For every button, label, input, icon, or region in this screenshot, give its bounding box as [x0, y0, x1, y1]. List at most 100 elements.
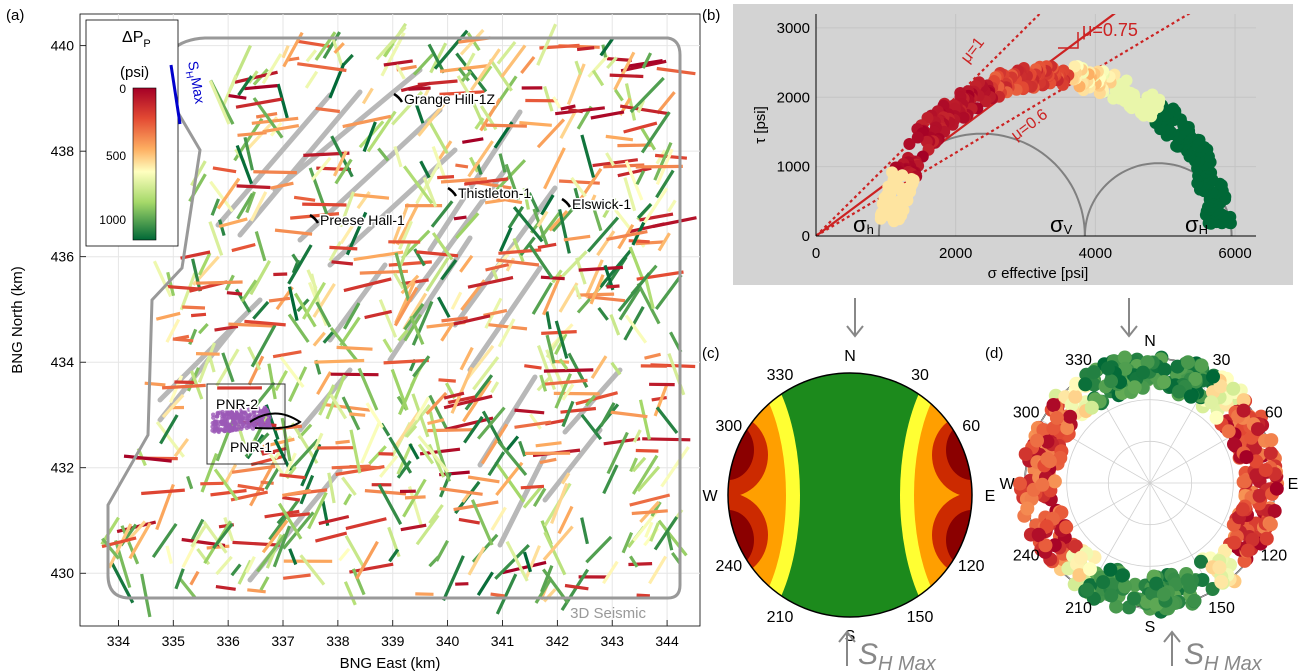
fault-segment — [631, 509, 668, 516]
azimuth-label: 300 — [1013, 405, 1040, 422]
fault-segment — [237, 559, 253, 585]
fault-segment — [540, 194, 555, 216]
fault-segment — [459, 28, 485, 56]
fault-segment — [273, 438, 292, 472]
seismic-event — [264, 407, 269, 413]
fault-segment — [642, 187, 669, 226]
fault-segment — [338, 547, 351, 562]
fault-segment — [331, 260, 354, 266]
fault-segment — [456, 75, 471, 97]
panel-label-d: (d) — [985, 345, 1003, 362]
mohr-axes: 0 2000 4000 6000 0 1000 2000 3000 — [777, 14, 1256, 262]
seismic-event — [212, 426, 217, 431]
azimuth-label: 240 — [1013, 548, 1040, 565]
fault-segment — [628, 239, 650, 244]
fault-segment — [272, 350, 302, 359]
fault-segment — [247, 355, 265, 386]
fault-segment — [165, 545, 173, 564]
fault-segment — [525, 545, 541, 579]
fault-segment — [180, 250, 211, 260]
fault-segment — [208, 221, 224, 256]
fault-segment — [228, 322, 273, 328]
mohr-point — [1068, 60, 1081, 73]
fault-segment — [189, 570, 200, 586]
fault-segment — [606, 56, 618, 70]
seismic-event — [261, 409, 266, 414]
fault-segment — [232, 540, 280, 547]
fault-segment — [404, 495, 426, 500]
stereonet-d-point — [1103, 562, 1118, 577]
fault-segment — [636, 282, 661, 325]
fault-segment — [580, 413, 603, 441]
colorbar-unit: (psi) — [120, 64, 149, 81]
fault-segment — [592, 207, 603, 232]
fault-segment — [428, 504, 444, 525]
fault-segment — [280, 417, 292, 462]
friction-line-mu075 — [816, 14, 1116, 236]
fault-segment — [264, 509, 300, 519]
azimuth-label: W — [702, 488, 718, 505]
fault-segment — [403, 165, 434, 205]
fault-segment — [570, 176, 587, 198]
seismic-event — [241, 409, 246, 414]
fault-segment — [554, 333, 568, 355]
fault-segment — [467, 275, 514, 289]
fault-segment — [240, 279, 258, 303]
stereonet-d-point — [1172, 384, 1186, 399]
seismic-event — [236, 414, 241, 420]
well-marker — [309, 213, 320, 224]
fault-segment — [494, 543, 530, 580]
fault-segment — [606, 431, 629, 475]
fault-segment — [648, 555, 668, 585]
fault-segment — [464, 374, 494, 411]
seismic-event — [266, 418, 271, 424]
seismic-event — [255, 406, 261, 411]
fault-segment — [261, 446, 287, 456]
fault-segment — [412, 355, 431, 378]
fault-segment — [537, 242, 557, 250]
fault-segment — [617, 272, 651, 313]
fault-segment — [349, 429, 362, 474]
fault-segment — [476, 406, 506, 440]
mohr-point — [887, 215, 900, 228]
stereonet-d-point — [1237, 474, 1252, 489]
mohr-point — [957, 111, 970, 124]
fault-segment — [327, 472, 336, 504]
well-labels: Grange Hill-1Z Thistleton-1 Elswick-1 Prees… — [215, 90, 633, 457]
fault-segment — [101, 537, 120, 560]
fault-segment — [182, 305, 206, 310]
fault-segment — [640, 111, 671, 154]
fault-segment — [407, 486, 424, 529]
stereonet-d-point — [1235, 502, 1250, 517]
stereonet-d-point — [1170, 359, 1185, 374]
fault-segment — [343, 277, 392, 293]
seismic-event — [225, 410, 230, 415]
stereonet-d-point — [1251, 422, 1265, 437]
fault-segment — [365, 402, 384, 429]
fault-segment — [635, 164, 683, 169]
fault-segment — [368, 445, 387, 465]
fault-segment — [195, 352, 220, 356]
seismic-event — [226, 422, 231, 427]
fault-segment — [575, 391, 619, 406]
map-faults — [100, 22, 697, 618]
map-xtick-label: 335 — [162, 633, 186, 649]
stereonet-d-point — [1240, 543, 1255, 558]
seismic-event — [232, 422, 238, 427]
fault-segment — [631, 454, 659, 495]
fault-segment — [290, 438, 319, 470]
fault-segment — [394, 252, 411, 302]
fault-segment — [245, 555, 256, 574]
fault-segment — [527, 192, 540, 213]
fault-segment — [437, 175, 455, 180]
stereonet-d-point — [1156, 587, 1171, 602]
fault-segment — [290, 212, 340, 220]
fault-segment — [603, 163, 645, 169]
fault-segment — [578, 265, 623, 272]
seismic-event — [257, 410, 263, 415]
fault-segment — [490, 592, 505, 598]
colorbar-tick-0: 0 — [119, 82, 126, 96]
fault-segment — [644, 352, 661, 360]
fault-segment — [573, 187, 581, 205]
